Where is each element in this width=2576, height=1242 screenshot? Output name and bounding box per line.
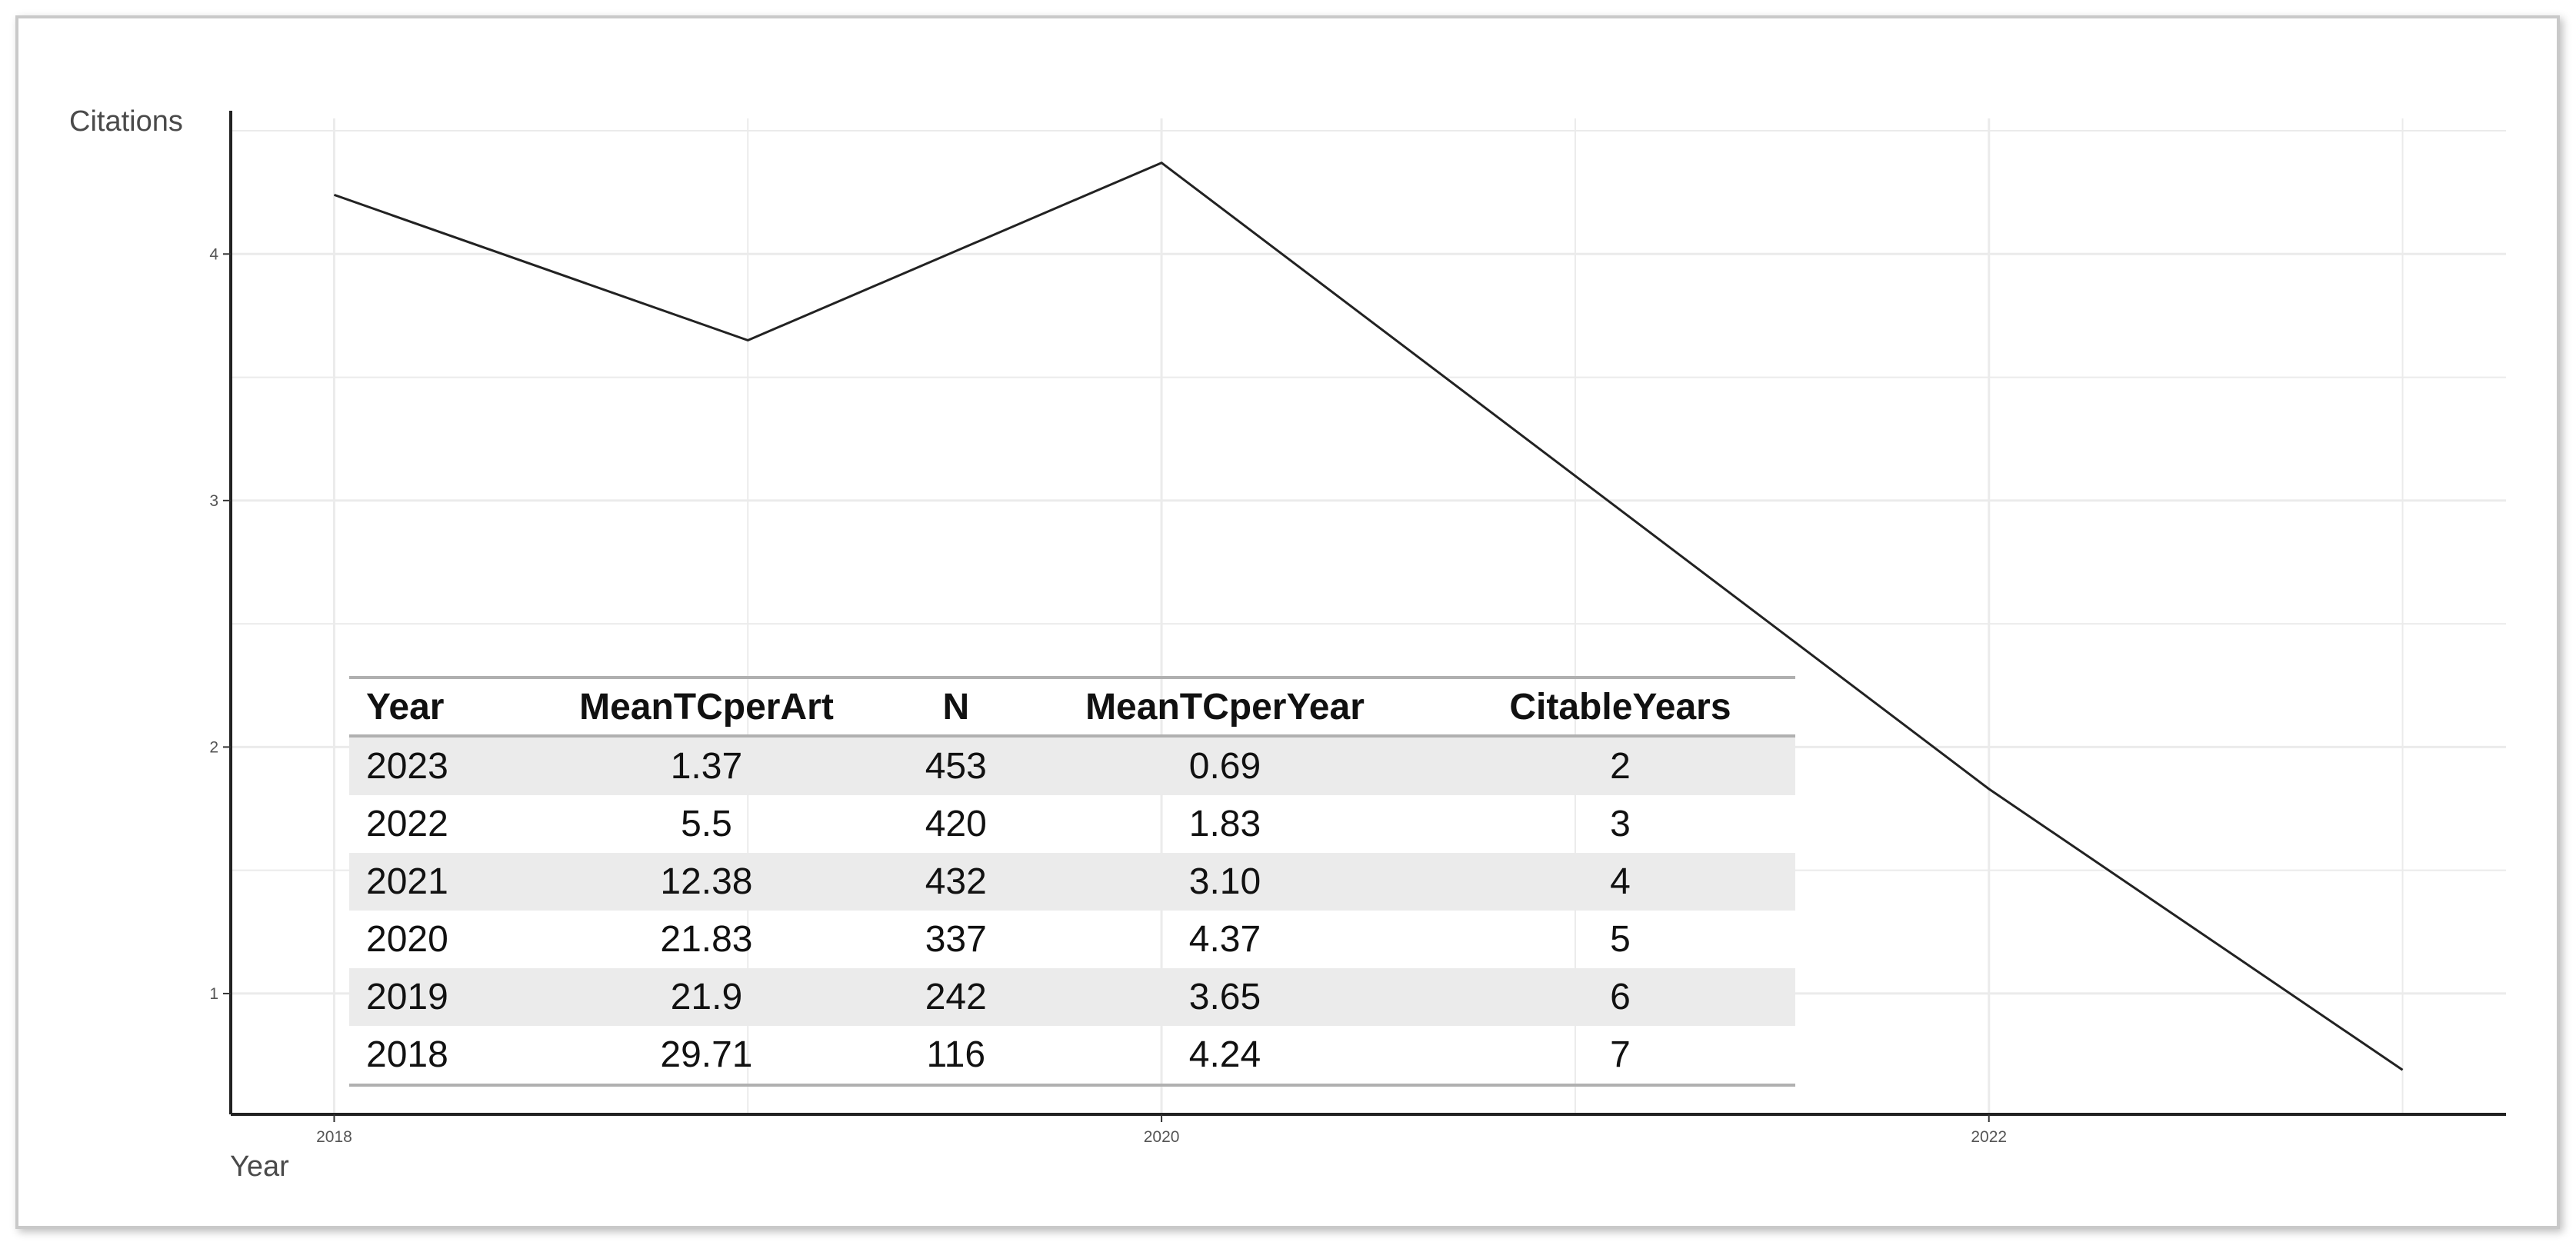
- header-n: N: [907, 676, 1005, 738]
- summary-table: Year MeanTCperArt N MeanTCperYear Citabl…: [349, 676, 1795, 1087]
- x-tick-label: 2022: [1971, 1128, 2007, 1146]
- cell-meantcperyear: 4.24: [1005, 1026, 1445, 1087]
- cell-meantcperart: 21.83: [660, 919, 753, 960]
- cell-n: 116: [907, 1026, 1005, 1087]
- cell-citableyears: 5: [1610, 919, 1631, 960]
- cell-n: 242: [907, 968, 1005, 1026]
- cell-year: 2019: [349, 968, 506, 1026]
- table-row: 2021 12.38 432 3.10 4: [349, 853, 1795, 911]
- data-table: Year MeanTCperArt N MeanTCperYear Citabl…: [349, 676, 1795, 1087]
- header-meantcperyear: MeanTCperYear: [1005, 676, 1445, 738]
- cell-meantcperyear: 0.69: [1005, 736, 1445, 795]
- y-axis-title: Citations: [69, 105, 183, 138]
- cell-year: 2020: [366, 919, 448, 960]
- table-row: 2022 5.5 420 1.83 3: [349, 795, 1795, 853]
- cell-citableyears: 7: [1445, 1026, 1795, 1087]
- cell-meantcperart: 1.37: [505, 736, 908, 795]
- cell-meantcperart: 12.38: [505, 853, 908, 911]
- cell-year: 2021: [349, 853, 506, 911]
- header-meantcperart: MeanTCperArt: [505, 676, 908, 738]
- cell-citableyears: 4: [1445, 853, 1795, 911]
- cell-meantcperart: 29.71: [505, 1026, 908, 1087]
- y-tick-label: 1: [209, 985, 218, 1003]
- table-row: 2020 21.83 337 4.37 5: [349, 911, 1795, 968]
- ticks: 1 2 3 4 2018 2020 2022: [209, 245, 2007, 1146]
- cell-citableyears: 2: [1445, 736, 1795, 795]
- table-row: 2018 29.71 116 4.24 7: [349, 1026, 1795, 1087]
- y-tick-label: 2: [209, 738, 218, 756]
- cell-meantcperart: 5.5: [681, 804, 732, 844]
- cell-n: 453: [907, 736, 1005, 795]
- table-row: 2019 21.9 242 3.65 6: [349, 968, 1795, 1026]
- cell-meantcperart: 21.9: [505, 968, 908, 1026]
- x-tick-label: 2018: [316, 1128, 352, 1146]
- cell-n: 420: [925, 804, 987, 844]
- cell-meantcperyear: 1.83: [1188, 804, 1261, 844]
- x-tick-label: 2020: [1144, 1128, 1180, 1146]
- series-line: [333, 161, 2404, 1071]
- axes: [229, 111, 2506, 1116]
- cell-year: 2023: [349, 736, 506, 795]
- cell-year: 2018: [349, 1026, 506, 1087]
- series: [333, 161, 2404, 1071]
- x-axis-title: Year: [230, 1150, 289, 1183]
- y-tick-label: 3: [209, 492, 218, 510]
- cell-year: 2022: [366, 804, 448, 844]
- table-row: 2023 1.37 453 0.69 2: [349, 736, 1795, 795]
- table-header-row: Year MeanTCperArt N MeanTCperYear Citabl…: [349, 676, 1795, 738]
- cell-citableyears: 3: [1610, 804, 1631, 844]
- cell-n: 432: [907, 853, 1005, 911]
- y-tick-label: 4: [209, 245, 218, 263]
- header-citableyears: CitableYears: [1445, 676, 1795, 738]
- cell-citableyears: 6: [1445, 968, 1795, 1026]
- cell-n: 337: [925, 919, 987, 960]
- header-year: Year: [349, 676, 506, 738]
- cell-meantcperyear: 4.37: [1188, 919, 1261, 960]
- cell-meantcperyear: 3.65: [1005, 968, 1445, 1026]
- cell-meantcperyear: 3.10: [1005, 853, 1445, 911]
- figure-frame: 1 2 3 4 2018 2020 2022 Citations Year Year Mea…: [15, 15, 2560, 1229]
